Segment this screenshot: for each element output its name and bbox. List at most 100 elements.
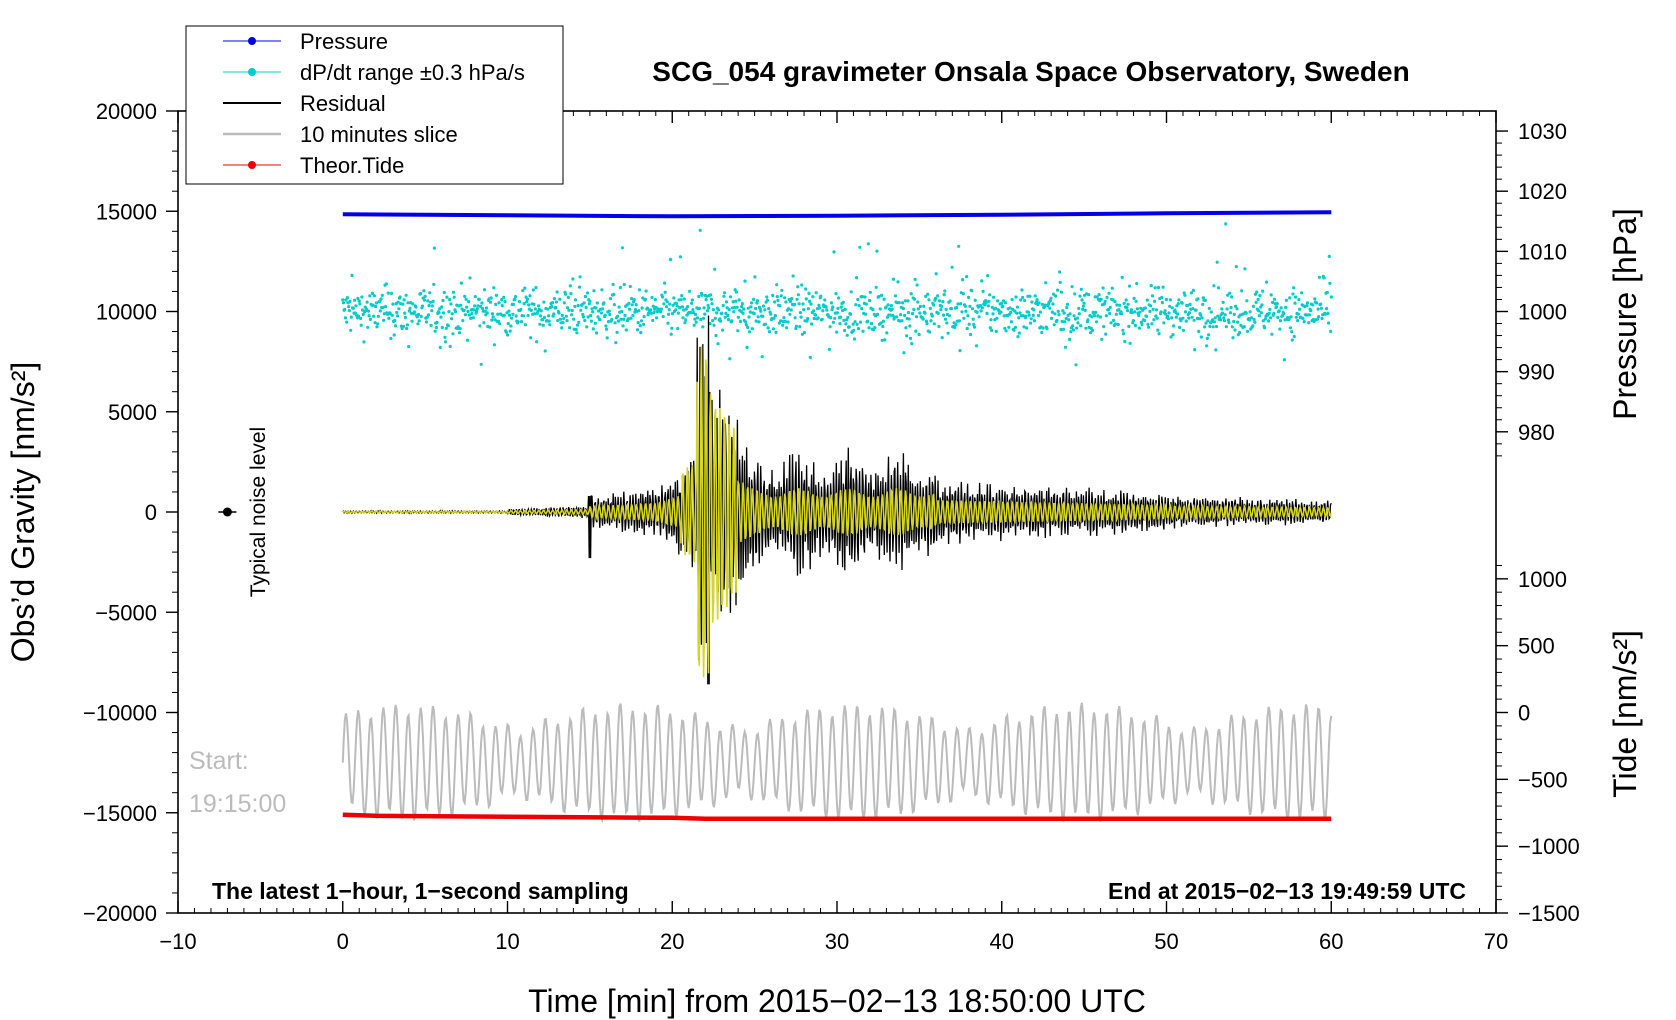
dpdt-point: [573, 298, 578, 302]
filtered-residual-line: [342, 346, 1333, 678]
dpdt-point: [1296, 319, 1300, 323]
dpdt-point: [1007, 325, 1011, 329]
dpdt-point: [567, 308, 571, 312]
dpdt-point: [603, 313, 607, 317]
dpdt-point: [1284, 305, 1288, 309]
dpdt-point: [906, 310, 911, 315]
dpdt-point: [873, 326, 877, 330]
dpdt-point: [407, 309, 411, 313]
y-pressure-tick-label: 1020: [1518, 179, 1567, 204]
dpdt-point: [1263, 326, 1267, 330]
dpdt-point: [864, 302, 868, 306]
dpdt-point: [1279, 306, 1283, 310]
dpdt-point: [1053, 312, 1057, 316]
dpdt-point: [875, 249, 879, 253]
dpdt-point: [525, 297, 530, 301]
dpdt-point: [832, 250, 836, 254]
dpdt-point: [914, 329, 918, 333]
dpdt-point: [1327, 321, 1331, 325]
dpdt-point: [961, 292, 965, 296]
dpdt-point: [748, 330, 752, 334]
dpdt-point: [1242, 325, 1246, 329]
dpdt-point: [496, 312, 500, 316]
dpdt-point: [1201, 296, 1205, 300]
dpdt-point: [413, 310, 417, 314]
dpdt-point: [1256, 297, 1260, 301]
dpdt-point: [679, 298, 683, 302]
dpdt-point: [903, 299, 907, 303]
dpdt-point: [529, 308, 533, 312]
dpdt-point: [1300, 291, 1304, 295]
dpdt-point: [1292, 286, 1296, 290]
dpdt-point: [1160, 300, 1164, 305]
pressure-line: [342, 210, 1332, 219]
dpdt-point: [581, 315, 586, 319]
dpdt-point: [343, 316, 347, 320]
dpdt-point: [568, 326, 572, 330]
dpdt-point: [1133, 310, 1137, 314]
dpdt-point: [1015, 305, 1020, 309]
dpdt-point: [521, 314, 526, 318]
dpdt-point: [1010, 297, 1014, 302]
dpdt-point: [552, 312, 556, 316]
legend: Pressure dP/dt range ±0.3 hPa/s Residual…: [185, 25, 564, 185]
dpdt-point: [605, 336, 609, 340]
dpdt-point: [396, 300, 400, 304]
dpdt-point: [604, 327, 609, 331]
dpdt-point: [472, 308, 476, 312]
dpdt-point: [971, 317, 975, 321]
dpdt-point: [585, 291, 590, 295]
dpdt-point: [702, 306, 706, 310]
dpdt-point: [435, 320, 439, 325]
dpdt-point: [773, 314, 777, 318]
dpdt-point: [1208, 324, 1212, 328]
dpdt-point: [422, 298, 427, 302]
y-tide-tick-label: 500: [1518, 634, 1555, 659]
dpdt-point: [966, 314, 970, 318]
dpdt-point: [796, 293, 801, 297]
dpdt-point: [1081, 307, 1085, 311]
legend-marker-dpdt: [248, 68, 256, 76]
dpdt-point: [1196, 297, 1200, 301]
dpdt-point: [655, 316, 659, 320]
dpdt-point: [348, 299, 352, 304]
dpdt-point: [405, 323, 409, 327]
dpdt-point: [1068, 312, 1072, 316]
dpdt-point: [1184, 319, 1188, 323]
dpdt-point: [1261, 289, 1265, 293]
dpdt-point: [417, 319, 421, 323]
dpdt-point: [974, 344, 979, 348]
dpdt-point: [1143, 318, 1147, 322]
dpdt-point: [467, 313, 471, 317]
dpdt-point: [620, 309, 624, 314]
dpdt-point: [1233, 328, 1237, 332]
dpdt-point: [628, 307, 632, 311]
dpdt-point: [1135, 307, 1139, 311]
dpdt-point: [350, 273, 354, 277]
dpdt-point: [902, 351, 906, 355]
dpdt-point: [968, 304, 972, 308]
dpdt-point: [941, 313, 946, 317]
dpdt-point: [724, 311, 728, 315]
dpdt-point: [965, 275, 969, 279]
dpdt-point: [732, 310, 736, 314]
dpdt-point: [438, 345, 442, 349]
dpdt-point: [358, 302, 362, 306]
dpdt-point: [724, 300, 729, 304]
dpdt-point: [1040, 330, 1044, 335]
dpdt-point: [1027, 310, 1031, 314]
dpdt-point: [853, 320, 857, 324]
dpdt-point: [1319, 302, 1323, 306]
dpdt-point: [984, 300, 989, 304]
dpdt-point: [1013, 309, 1017, 313]
dpdt-point: [765, 295, 769, 299]
dpdt-point: [852, 328, 856, 332]
dpdt-point: [594, 306, 598, 310]
dpdt-point: [962, 316, 966, 320]
dpdt-point: [546, 307, 550, 311]
dpdt-point: [866, 242, 870, 246]
dpdt-point: [1277, 309, 1281, 313]
dpdt-point: [1052, 323, 1056, 327]
dpdt-point: [820, 317, 824, 321]
dpdt-point: [849, 290, 853, 294]
